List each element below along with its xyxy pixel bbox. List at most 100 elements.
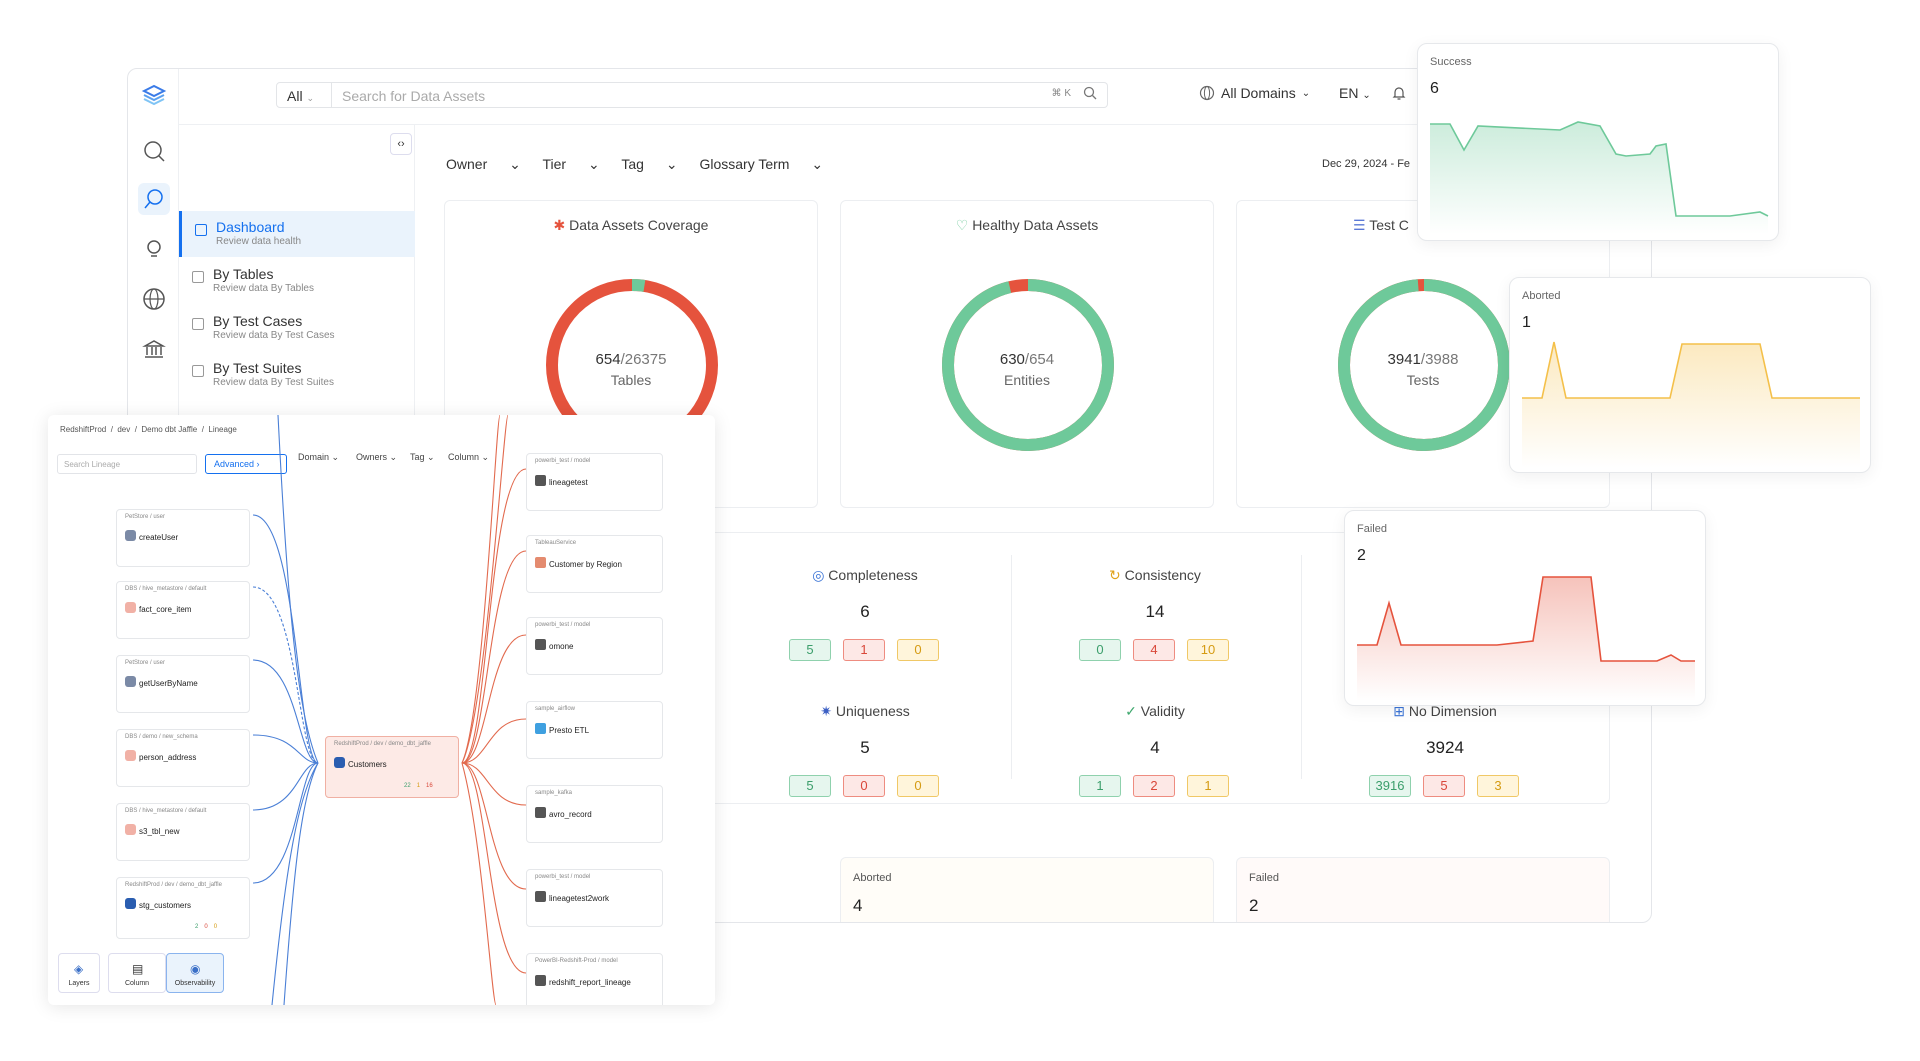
dimension-consistency[interactable]: ↻ Consistency 14 0 4 10 (1065, 567, 1245, 661)
layers-button[interactable]: ◈ Layers (58, 953, 100, 993)
date-range-picker[interactable]: Dec 29, 2024 - Fe (1322, 158, 1410, 170)
notification-bell-icon[interactable] (1391, 85, 1407, 106)
failed-summary-value: 2 (1249, 896, 1259, 915)
nav-label: By Test Cases (213, 313, 303, 329)
count-failed: 1 (416, 783, 421, 789)
governance-bank-icon[interactable] (138, 333, 170, 365)
tier-filter-label: Tier (542, 156, 567, 172)
node-path: sample_kafka (535, 790, 573, 796)
lineage-node-avro-record[interactable]: sample_kafka avro_record (526, 785, 663, 843)
nav-label: Dashboard (216, 219, 285, 235)
lineage-node-stg-customers[interactable]: RedshiftProd / dev / demo_dbt_jaffle stg_… (116, 877, 250, 939)
node-test-counts: 22 1 16 (404, 783, 433, 789)
observability-button[interactable]: ◉ Observability (166, 953, 224, 993)
grid-icon: ⊞ (1393, 703, 1405, 719)
lineage-node-fact-core-item[interactable]: DBS / hive_metastore / default fact_core_… (116, 581, 250, 639)
count-success: 22 (404, 783, 411, 789)
domain-selector[interactable]: All Domains ⌄ (1199, 85, 1310, 101)
node-name: s3_tbl_new (139, 827, 180, 836)
lineage-column-filter[interactable]: Column ⌄ (448, 452, 490, 462)
lineage-owners-filter[interactable]: Owners ⌄ (356, 452, 398, 462)
database-icon (125, 824, 136, 835)
advanced-label: Advanced (214, 459, 255, 469)
dimension-total: 3924 (1426, 738, 1464, 757)
lineage-tag-filter[interactable]: Tag ⌄ (410, 452, 435, 462)
lineage-node-person-address[interactable]: DBS / demo / new_schema person_address (116, 729, 250, 787)
lineage-node-lineagetest[interactable]: powerbi_test / model lineagetest (526, 453, 663, 511)
dimension-uniqueness[interactable]: ✷ Uniqueness 5 5 0 0 (775, 703, 955, 797)
nav-item-dashboard[interactable]: Dashboard Review data health (179, 211, 415, 257)
dimension-completeness[interactable]: ◎ Completeness 6 5 1 0 (775, 567, 955, 661)
aborted-trend-value: 1 (1522, 314, 1531, 331)
failed-chip: 5 (1423, 775, 1465, 797)
lineage-search-input[interactable]: Search Lineage (57, 454, 197, 474)
node-name: Customer by Region (549, 560, 622, 569)
lineage-node-s3-tbl-new[interactable]: DBS / hive_metastore / default s3_tbl_new (116, 803, 250, 861)
nav-item-by-tables[interactable]: By Tables Review data By Tables (179, 258, 415, 304)
advanced-button[interactable]: Advanced › (205, 454, 287, 474)
node-name: createUser (139, 533, 179, 542)
lineage-search-placeholder: Search Lineage (64, 460, 121, 469)
coverage-total: /26375 (620, 351, 667, 368)
coverage-value: 654/26375 (445, 351, 817, 368)
list-check-icon: ☰ (1353, 217, 1366, 233)
domains-globe-icon[interactable] (138, 283, 170, 315)
column-icon: ▤ (132, 962, 144, 976)
lineage-node-redshift-report-lineage[interactable]: PowerBI-Redshift-Prod / model redshift_re… (526, 953, 663, 1005)
lineage-node-getuserbyname[interactable]: PetStore / user getUserByName (116, 655, 250, 713)
failed-trend-label: Failed (1357, 523, 1387, 535)
language-value: EN (1339, 85, 1359, 101)
search-input[interactable]: Search for Data Assets ⌘ K (332, 82, 1108, 108)
lineage-node-lineagetest2work[interactable]: powerbi_test / model lineagetest2work (526, 869, 663, 927)
tag-filter[interactable]: Tag ⌄ (621, 156, 678, 172)
count-aborted: 16 (426, 783, 433, 789)
refresh-icon: ↻ (1109, 567, 1121, 583)
lineage-node-customer-by-region[interactable]: TableauService Customer by Region (526, 535, 663, 593)
dimension-total: 5 (860, 738, 870, 757)
nav-item-by-test-suites[interactable]: By Test Suites Review data By Test Suites (179, 352, 415, 398)
observability-icon[interactable] (138, 183, 170, 215)
shortcut-hint: ⌘ K (1051, 88, 1071, 99)
database-icon (125, 602, 136, 613)
search-scope-select[interactable]: All ⌄ (276, 82, 332, 108)
top-bar: All ⌄ Search for Data Assets ⌘ K All Dom… (179, 69, 1651, 125)
language-selector[interactable]: EN ⌄ (1339, 85, 1371, 101)
lineage-domain-filter[interactable]: Domain ⌄ (298, 452, 340, 462)
redshift-icon (125, 898, 136, 909)
dimension-none[interactable]: ⊞ No Dimension 3924 3916 5 3 (1355, 703, 1535, 797)
glossary-filter[interactable]: Glossary Term ⌄ (699, 156, 824, 172)
lineage-node-customers-selected[interactable]: RedshiftProd / dev / demo_dbt_jaffle Cus… (325, 736, 459, 798)
healthy-card-title: ♡ Healthy Data Assets (841, 217, 1213, 234)
tests-value: 3941/3988 (1237, 351, 1609, 368)
tests-unit: Tests (1406, 372, 1440, 388)
divider (1011, 555, 1012, 779)
node-path: RedshiftProd / dev / demo_dbt_jaffle (334, 741, 431, 747)
lineage-node-createuser[interactable]: PetStore / user createUser (116, 509, 250, 567)
api-endpoint-icon (125, 676, 136, 687)
domain-value: All Domains (1221, 85, 1296, 101)
test-title-text: Test C (1369, 217, 1409, 233)
healthy-donut (942, 279, 1114, 451)
tier-filter[interactable]: Tier ⌄ (542, 156, 600, 172)
lineage-node-presto-etl[interactable]: sample_airflow Presto ETL (526, 701, 663, 759)
node-name: avro_record (549, 810, 592, 819)
column-button[interactable]: ▤ Column (108, 953, 166, 993)
owner-filter[interactable]: Owner ⌄ (446, 156, 521, 172)
aborted-summary-value: 4 (853, 896, 863, 915)
lineage-breadcrumb: RedshiftProd / dev / Demo dbt Jaffle / L… (60, 425, 237, 434)
dimension-validity[interactable]: ✓ Validity 4 1 2 1 (1065, 703, 1245, 797)
nav-item-by-test-cases[interactable]: By Test Cases Review data By Test Cases (179, 305, 415, 351)
app-logo-icon[interactable] (138, 79, 170, 111)
aborted-trend-card: Aborted 1 (1509, 277, 1871, 473)
node-path: powerbi_test / model (535, 874, 591, 880)
collapse-toggle-icon[interactable]: ‹› (390, 133, 412, 155)
explore-icon[interactable] (138, 135, 170, 167)
search-icon[interactable] (1083, 86, 1097, 103)
failed-summary-label: Failed (1249, 872, 1279, 884)
lineage-node-omone[interactable]: powerbi_test / model omone (526, 617, 663, 675)
insights-bulb-icon[interactable] (138, 233, 170, 265)
coverage-card-title: ✱ Data Assets Coverage (445, 217, 817, 234)
tests-total: /3988 (1420, 351, 1459, 368)
dimension-total: 4 (1150, 738, 1160, 757)
globe-icon (1199, 85, 1215, 101)
